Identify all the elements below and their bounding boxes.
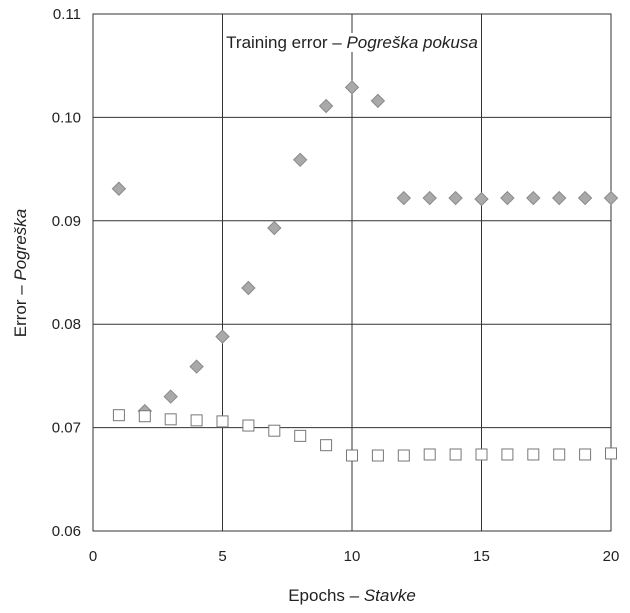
square-point	[527, 448, 540, 461]
square-point	[371, 449, 384, 462]
square-point	[346, 449, 358, 462]
square-point	[268, 424, 281, 437]
diamond-point	[344, 80, 360, 95]
diamond-point	[189, 359, 204, 374]
square-point	[605, 447, 617, 460]
diamond-point	[577, 190, 593, 206]
diamond-point	[474, 191, 489, 207]
square-point	[216, 415, 229, 428]
diamond-point	[500, 190, 515, 206]
x-tick-label: 0	[89, 548, 97, 565]
plot-frame	[92, 13, 612, 532]
diamond-point	[448, 190, 463, 206]
y-axis-ticks: 0.06 0.07 0.08 0.09 0.10 0.11	[52, 6, 81, 540]
y-tick-label: 0.09	[52, 213, 81, 230]
chart-title-italic: Pogreška pokusa	[346, 33, 477, 52]
y-tick-label: 0.06	[52, 523, 81, 540]
square-point	[164, 413, 177, 426]
diamond-point	[163, 389, 178, 404]
diamond-point	[241, 280, 256, 296]
chart-title: Training error – Pogreška pokusa	[226, 33, 478, 52]
diamond-point	[292, 152, 308, 168]
square-point	[242, 419, 255, 432]
y-tick-label: 0.08	[52, 316, 81, 333]
square-point	[112, 409, 125, 422]
x-axis-label: Epochs – Stavke	[288, 586, 416, 605]
square-point	[138, 410, 151, 423]
x-axis-label-main: Epochs –	[288, 586, 364, 605]
chart-title-main: Training error –	[226, 33, 346, 52]
square-point	[423, 448, 436, 461]
x-axis-label-italic: Stavke	[364, 586, 416, 605]
series-1	[112, 409, 617, 462]
square-point	[397, 449, 410, 462]
diamond-point	[551, 190, 567, 206]
chart-title-background	[224, 33, 480, 52]
data-marks	[111, 80, 619, 462]
square-point	[449, 448, 462, 461]
diamond-point	[396, 190, 412, 206]
diamond-point	[111, 181, 127, 196]
y-tick-label: 0.07	[52, 420, 81, 437]
square-point	[553, 448, 566, 461]
diamond-point	[318, 98, 334, 114]
y-tick-label: 0.11	[53, 6, 81, 23]
x-axis-ticks: 0 5 10 15 20	[89, 548, 620, 565]
square-point	[190, 414, 203, 427]
x-tick-label: 15	[473, 548, 490, 565]
diamond-point	[215, 329, 230, 344]
diamond-point	[370, 93, 386, 109]
square-point	[475, 448, 488, 461]
y-axis-label-main: Error –	[11, 281, 30, 338]
square-point	[579, 448, 592, 461]
y-axis-label-italic: Pogreška	[11, 209, 30, 281]
diamond-point	[422, 190, 437, 206]
x-tick-label: 10	[344, 548, 361, 565]
square-point	[501, 448, 514, 461]
series-0	[111, 80, 619, 419]
square-point	[320, 439, 333, 452]
x-tick-label: 5	[218, 548, 226, 565]
x-tick-label: 20	[603, 548, 620, 565]
diamond-point	[267, 220, 282, 236]
diamond-point	[526, 190, 541, 206]
y-axis-label: Error – Pogreška	[11, 209, 30, 338]
diamond-point	[603, 190, 619, 206]
square-point	[294, 429, 307, 442]
y-tick-label: 0.10	[52, 109, 81, 126]
